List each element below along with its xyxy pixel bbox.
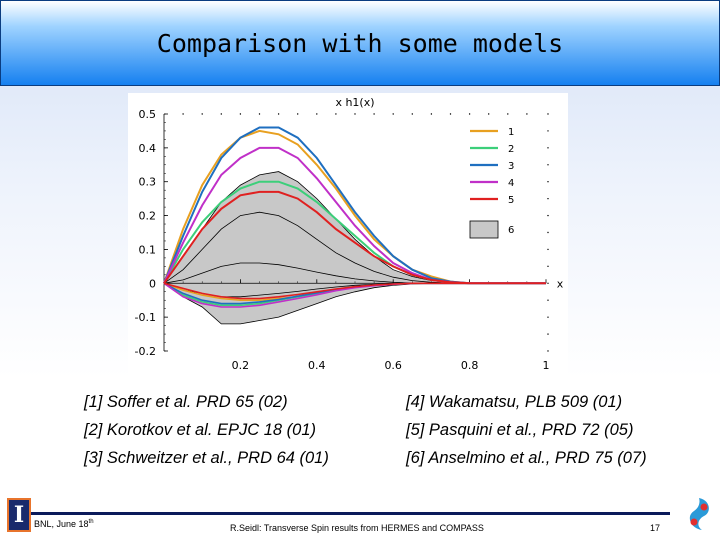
reference-5: [5] Pasquini et al., PRD 72 (05) xyxy=(406,421,634,439)
right-grid-dot xyxy=(547,350,549,352)
top-grid-dot xyxy=(335,113,337,115)
y-tick-label: 0.1 xyxy=(139,243,157,256)
band-area xyxy=(163,171,546,325)
series-negative-line-5 xyxy=(163,282,546,300)
right-grid-dot xyxy=(547,316,549,318)
right-grid-dot xyxy=(547,231,549,234)
right-grid-dot xyxy=(547,197,549,200)
reference-6: [6] Anselmino et al., PRD 75 (07) xyxy=(406,449,647,467)
right-grid-dot xyxy=(547,299,549,301)
university-logo: I xyxy=(7,498,31,532)
top-grid-dot xyxy=(526,113,528,115)
legend-label-3: 3 xyxy=(508,161,514,172)
top-grid-dot xyxy=(277,113,280,115)
reference-4: [4] Wakamatsu, PLB 509 (01) xyxy=(406,393,623,411)
y-tick-label: 0.4 xyxy=(139,142,157,155)
right-grid-dot xyxy=(547,130,549,132)
right-grid-dot xyxy=(547,248,549,251)
top-grid-dot xyxy=(220,113,222,115)
right-grid-dot xyxy=(547,147,549,149)
right-grid-dot xyxy=(547,214,549,217)
x-tick-label: 0.2 xyxy=(232,359,250,372)
legend-label-1: 1 xyxy=(508,127,514,138)
x-tick-label: 0.4 xyxy=(308,359,326,372)
title-bar: Comparison with some models xyxy=(0,0,720,86)
references: [1] Soffer et al. PRD 65 (02) [2] Korotk… xyxy=(0,390,720,480)
reference-2: [2] Korotkov et al. EPJC 18 (01) xyxy=(84,421,317,439)
chart-svg: 0.5 0.4 0.3 0.2 0.1 0 -0.1 -0.2 0.2 0.4 0.6 0.8 1 x h… xyxy=(135,96,564,372)
right-grid-dot xyxy=(547,164,549,166)
y-tick-label: 0.2 xyxy=(139,210,157,223)
right-grid-dot xyxy=(547,333,549,335)
legend-swatch-band xyxy=(469,220,499,239)
top-grid-dot xyxy=(354,113,356,115)
right-grid-dot xyxy=(547,265,549,268)
right-grid-dot xyxy=(547,181,549,183)
legend-label-4: 4 xyxy=(508,178,514,189)
footer-talk-title: R.Seidl: Transverse Spin results from HE… xyxy=(230,523,484,533)
top-grid-dot xyxy=(507,113,509,115)
footer-event-sup: th xyxy=(88,519,94,525)
top-grid-dot xyxy=(182,113,184,115)
legend-label-2: 2 xyxy=(508,144,514,155)
y-tick-label: -0.1 xyxy=(135,311,156,324)
top-grid-dot xyxy=(258,113,261,115)
chart-title: x h1(x) xyxy=(335,96,374,109)
y-tick-label: 0.3 xyxy=(139,176,157,189)
chart: 0.5 0.4 0.3 0.2 0.1 0 -0.1 -0.2 0.2 0.4 0.6 0.8 1 x h… xyxy=(128,93,568,376)
top-grid-dot xyxy=(430,113,433,115)
x-tick-label: 0.6 xyxy=(384,359,402,372)
reference-3: [3] Schweitzer et al., PRD 64 (01) xyxy=(84,449,329,467)
top-grid-dot xyxy=(373,113,375,115)
x-tick-label: 1 xyxy=(543,359,550,372)
reference-1: [1] Soffer et al. PRD 65 (02) xyxy=(84,393,288,411)
top-grid-dot xyxy=(449,113,452,115)
top-grid-dot xyxy=(297,113,299,115)
y-tick-label: 0 xyxy=(149,277,156,290)
legend-label-band: 6 xyxy=(508,225,514,236)
top-grid-dot xyxy=(468,113,471,115)
page-number: 17 xyxy=(650,523,661,533)
spin-logo-icon xyxy=(689,498,709,530)
x-axis-label: x xyxy=(557,277,564,290)
footer-event-text: BNL, June 18 xyxy=(34,519,89,529)
top-grid-dot xyxy=(392,113,394,115)
y-tick-label: 0.5 xyxy=(139,108,157,121)
top-grid-dot xyxy=(316,113,318,115)
footer-event: BNL, June 18th xyxy=(34,519,94,529)
right-grid-dot xyxy=(547,282,549,284)
top-grid-dot xyxy=(411,113,413,115)
footer-divider xyxy=(28,512,670,515)
y-tick-label: -0.2 xyxy=(135,345,156,358)
top-grid-dot xyxy=(488,113,490,115)
x-tick-label: 0.8 xyxy=(461,359,479,372)
slide-title: Comparison with some models xyxy=(156,28,564,58)
top-grid-dot xyxy=(239,113,242,115)
top-grid-dot xyxy=(201,113,203,115)
legend-label-5: 5 xyxy=(508,195,514,206)
right-grid-dot xyxy=(547,113,549,115)
